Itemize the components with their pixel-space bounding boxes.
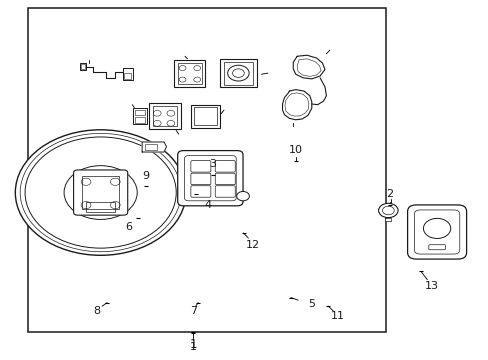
Text: 1: 1 xyxy=(189,338,197,351)
Bar xyxy=(123,73,131,79)
Text: 6: 6 xyxy=(125,222,132,231)
Text: 8: 8 xyxy=(94,306,101,316)
Text: 3: 3 xyxy=(209,159,216,169)
Circle shape xyxy=(236,192,249,201)
FancyBboxPatch shape xyxy=(407,205,466,259)
Bar xyxy=(133,108,147,125)
Bar xyxy=(194,107,216,126)
Text: 4: 4 xyxy=(204,200,211,210)
Bar xyxy=(220,59,256,87)
Circle shape xyxy=(423,219,450,238)
Text: 10: 10 xyxy=(288,144,302,154)
Bar xyxy=(224,62,252,85)
Bar xyxy=(173,60,205,87)
Bar xyxy=(81,64,85,69)
Bar xyxy=(177,63,201,84)
FancyBboxPatch shape xyxy=(73,170,127,215)
FancyBboxPatch shape xyxy=(177,150,243,206)
Polygon shape xyxy=(311,78,326,105)
Text: 1: 1 xyxy=(189,342,196,352)
Text: 7: 7 xyxy=(189,306,197,316)
Polygon shape xyxy=(142,142,166,152)
Circle shape xyxy=(64,166,137,220)
Bar xyxy=(144,144,157,150)
Bar xyxy=(190,105,220,128)
Text: 2: 2 xyxy=(386,189,392,199)
Polygon shape xyxy=(282,90,311,120)
FancyBboxPatch shape xyxy=(428,245,445,250)
Circle shape xyxy=(15,130,185,255)
Bar xyxy=(153,106,177,126)
Bar xyxy=(135,110,145,116)
Bar xyxy=(135,117,145,123)
Text: 9: 9 xyxy=(142,171,149,181)
Bar xyxy=(122,68,133,80)
Text: 12: 12 xyxy=(246,239,260,249)
Polygon shape xyxy=(293,55,325,79)
Bar xyxy=(385,218,390,221)
Text: 13: 13 xyxy=(425,281,438,291)
Bar xyxy=(27,8,385,332)
Circle shape xyxy=(378,203,397,218)
Bar xyxy=(149,103,181,129)
Bar xyxy=(86,202,115,212)
Text: 11: 11 xyxy=(330,311,345,321)
Bar xyxy=(80,63,86,69)
Text: 5: 5 xyxy=(307,299,315,309)
Bar xyxy=(82,176,119,209)
